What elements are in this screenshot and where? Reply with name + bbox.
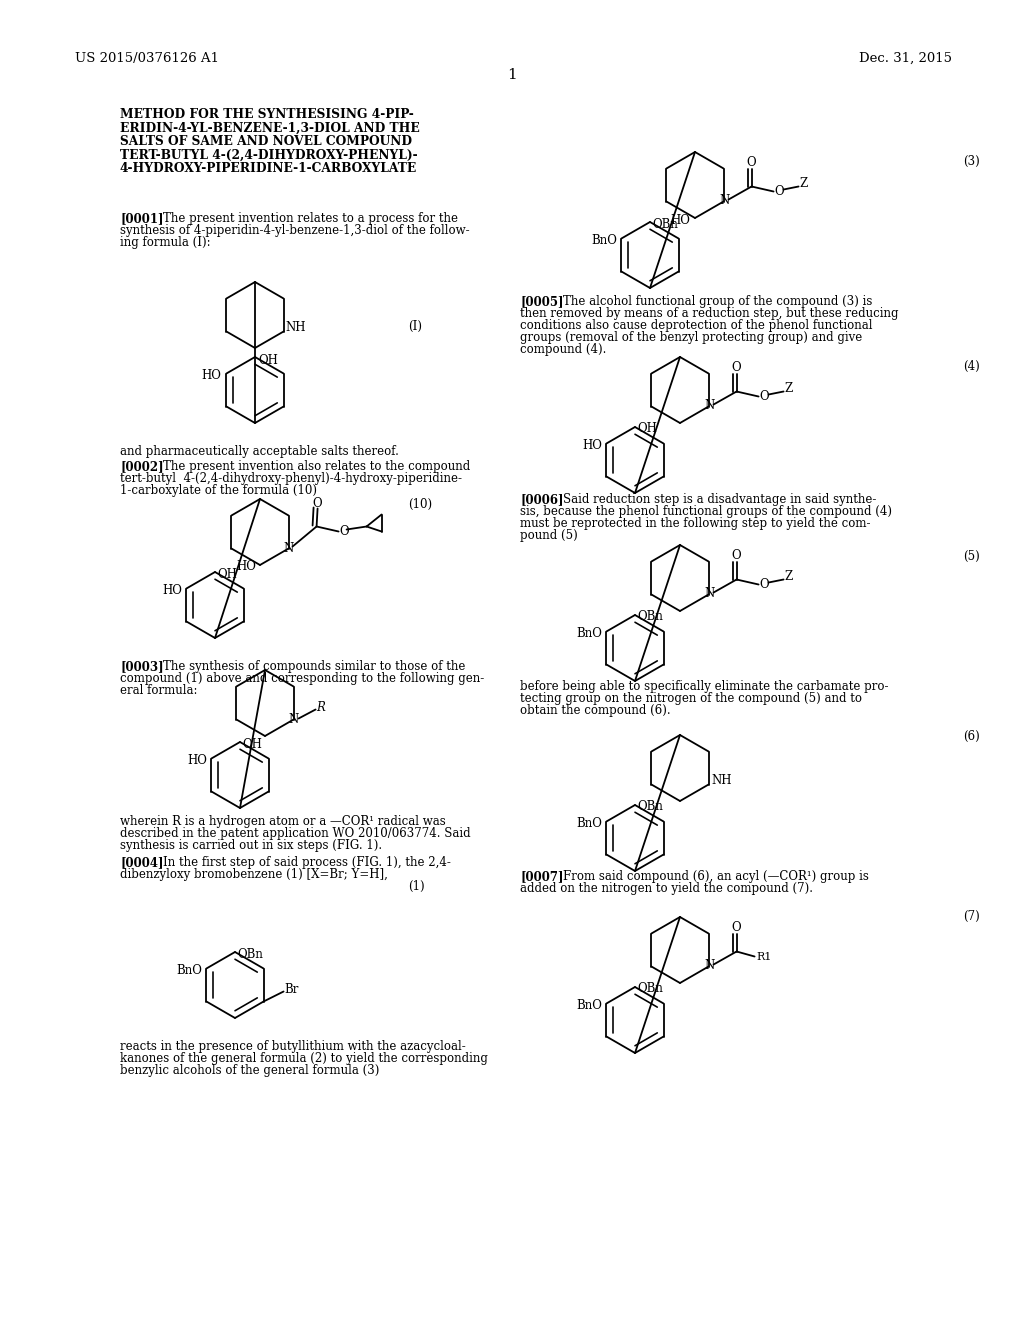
Text: tert-butyl  4-(2,4-dihydroxy-phenyl)-4-hydroxy-piperidine-: tert-butyl 4-(2,4-dihydroxy-phenyl)-4-hy… xyxy=(120,473,462,484)
Text: NH: NH xyxy=(712,774,732,787)
Text: (4): (4) xyxy=(964,360,980,374)
Text: 1-carboxylate of the formula (10): 1-carboxylate of the formula (10) xyxy=(120,484,317,498)
Text: O: O xyxy=(774,185,784,198)
Text: OBn: OBn xyxy=(637,610,663,623)
Text: HO: HO xyxy=(237,561,256,573)
Text: O: O xyxy=(732,921,741,935)
Text: HO: HO xyxy=(583,440,602,451)
Text: compound (4).: compound (4). xyxy=(520,343,606,356)
Text: (7): (7) xyxy=(964,909,980,923)
Text: and pharmaceutically acceptable salts thereof.: and pharmaceutically acceptable salts th… xyxy=(120,445,399,458)
Text: HO: HO xyxy=(187,754,208,767)
Text: BnO: BnO xyxy=(592,234,617,247)
Text: R: R xyxy=(316,701,326,714)
Text: Z: Z xyxy=(784,570,793,583)
Text: ERIDIN-4-YL-BENZENE-1,3-DIOL AND THE: ERIDIN-4-YL-BENZENE-1,3-DIOL AND THE xyxy=(120,121,420,135)
Text: The synthesis of compounds similar to those of the: The synthesis of compounds similar to th… xyxy=(163,660,465,673)
Text: reacts in the presence of butyllithium with the azacycloal-: reacts in the presence of butyllithium w… xyxy=(120,1040,466,1053)
Text: Said reduction step is a disadvantage in said synthe-: Said reduction step is a disadvantage in… xyxy=(563,492,877,506)
Text: N: N xyxy=(284,543,294,554)
Text: BnO: BnO xyxy=(577,627,602,640)
Text: then removed by means of a reduction step, but these reducing: then removed by means of a reduction ste… xyxy=(520,308,898,319)
Text: O: O xyxy=(760,389,769,403)
Text: OH: OH xyxy=(242,738,262,751)
Text: groups (removal of the benzyl protecting group) and give: groups (removal of the benzyl protecting… xyxy=(520,331,862,345)
Text: The alcohol functional group of the compound (3) is: The alcohol functional group of the comp… xyxy=(563,294,872,308)
Text: OBn: OBn xyxy=(637,982,663,995)
Text: [0005]: [0005] xyxy=(520,294,563,308)
Text: (1): (1) xyxy=(408,880,425,894)
Text: synthesis of 4-piperidin-4-yl-benzene-1,3-diol of the follow-: synthesis of 4-piperidin-4-yl-benzene-1,… xyxy=(120,224,470,238)
Text: TERT-BUTYL 4-(2,4-DIHYDROXY-PHENYL)-: TERT-BUTYL 4-(2,4-DIHYDROXY-PHENYL)- xyxy=(120,149,418,161)
Text: ing formula (I):: ing formula (I): xyxy=(120,236,211,249)
Text: SALTS OF SAME AND NOVEL COMPOUND: SALTS OF SAME AND NOVEL COMPOUND xyxy=(120,135,412,148)
Text: N: N xyxy=(705,960,715,972)
Text: HO: HO xyxy=(163,583,182,597)
Text: OBn: OBn xyxy=(237,948,263,961)
Text: O: O xyxy=(746,156,757,169)
Text: obtain the compound (6).: obtain the compound (6). xyxy=(520,704,671,717)
Text: O: O xyxy=(760,578,769,591)
Text: eral formula:: eral formula: xyxy=(120,684,198,697)
Text: wherein R is a hydrogen atom or a —COR¹ radical was: wherein R is a hydrogen atom or a —COR¹ … xyxy=(120,814,445,828)
Text: O: O xyxy=(312,498,323,510)
Text: N: N xyxy=(705,399,715,412)
Text: Dec. 31, 2015: Dec. 31, 2015 xyxy=(859,51,952,65)
Text: [0001]: [0001] xyxy=(120,213,164,224)
Text: In the first step of said process (FIG. 1), the 2,4-: In the first step of said process (FIG. … xyxy=(163,855,451,869)
Text: [0007]: [0007] xyxy=(520,870,563,883)
Text: before being able to specifically eliminate the carbamate pro-: before being able to specifically elimin… xyxy=(520,680,889,693)
Text: HO: HO xyxy=(202,370,221,381)
Text: 4-HYDROXY-PIPERIDINE-1-CARBOXYLATE: 4-HYDROXY-PIPERIDINE-1-CARBOXYLATE xyxy=(120,162,417,176)
Text: OBn: OBn xyxy=(637,800,663,813)
Text: BnO: BnO xyxy=(176,964,203,977)
Text: BnO: BnO xyxy=(577,817,602,830)
Text: OH: OH xyxy=(637,422,656,436)
Text: From said compound (6), an acyl (—COR¹) group is: From said compound (6), an acyl (—COR¹) … xyxy=(563,870,869,883)
Text: O: O xyxy=(732,549,741,562)
Text: kanones of the general formula (2) to yield the corresponding: kanones of the general formula (2) to yi… xyxy=(120,1052,487,1065)
Text: sis, because the phenol functional groups of the compound (4): sis, because the phenol functional group… xyxy=(520,506,892,517)
Text: 1: 1 xyxy=(507,69,517,82)
Text: (10): (10) xyxy=(408,498,432,511)
Text: pound (5): pound (5) xyxy=(520,529,578,543)
Text: described in the patent application WO 2010/063774. Said: described in the patent application WO 2… xyxy=(120,828,471,840)
Text: dibenzyloxy bromobenzene (1) [X=Br; Y=H],: dibenzyloxy bromobenzene (1) [X=Br; Y=H]… xyxy=(120,869,388,880)
Text: [0004]: [0004] xyxy=(120,855,164,869)
Text: (3): (3) xyxy=(964,154,980,168)
Text: Z: Z xyxy=(800,177,808,190)
Text: synthesis is carried out in six steps (FIG. 1).: synthesis is carried out in six steps (F… xyxy=(120,840,382,851)
Text: benzylic alcohols of the general formula (3): benzylic alcohols of the general formula… xyxy=(120,1064,379,1077)
Text: compound (1) above and corresponding to the following gen-: compound (1) above and corresponding to … xyxy=(120,672,484,685)
Text: OH: OH xyxy=(258,354,278,367)
Text: OBn: OBn xyxy=(652,218,678,231)
Text: NH: NH xyxy=(286,321,306,334)
Text: R1: R1 xyxy=(757,952,772,961)
Text: conditions also cause deprotection of the phenol functional: conditions also cause deprotection of th… xyxy=(520,319,872,333)
Text: [0003]: [0003] xyxy=(120,660,164,673)
Text: must be reprotected in the following step to yield the com-: must be reprotected in the following ste… xyxy=(520,517,870,531)
Text: N: N xyxy=(720,194,730,207)
Text: US 2015/0376126 A1: US 2015/0376126 A1 xyxy=(75,51,219,65)
Text: BnO: BnO xyxy=(577,999,602,1012)
Text: METHOD FOR THE SYNTHESISING 4-PIP-: METHOD FOR THE SYNTHESISING 4-PIP- xyxy=(120,108,414,121)
Text: (5): (5) xyxy=(964,550,980,564)
Text: The present invention relates to a process for the: The present invention relates to a proce… xyxy=(163,213,458,224)
Text: OH: OH xyxy=(217,568,237,581)
Text: Z: Z xyxy=(784,381,793,395)
Text: [0002]: [0002] xyxy=(120,459,164,473)
Text: Br: Br xyxy=(285,983,299,997)
Text: tecting group on the nitrogen of the compound (5) and to: tecting group on the nitrogen of the com… xyxy=(520,692,862,705)
Text: added on the nitrogen to yield the compound (7).: added on the nitrogen to yield the compo… xyxy=(520,882,813,895)
Text: O: O xyxy=(732,360,741,374)
Text: N: N xyxy=(289,713,299,726)
Text: HO: HO xyxy=(670,214,690,227)
Text: (I): (I) xyxy=(408,319,422,333)
Text: N: N xyxy=(705,587,715,601)
Text: (6): (6) xyxy=(964,730,980,743)
Text: [0006]: [0006] xyxy=(520,492,563,506)
Text: O: O xyxy=(340,525,349,539)
Text: The present invention also relates to the compound: The present invention also relates to th… xyxy=(163,459,470,473)
